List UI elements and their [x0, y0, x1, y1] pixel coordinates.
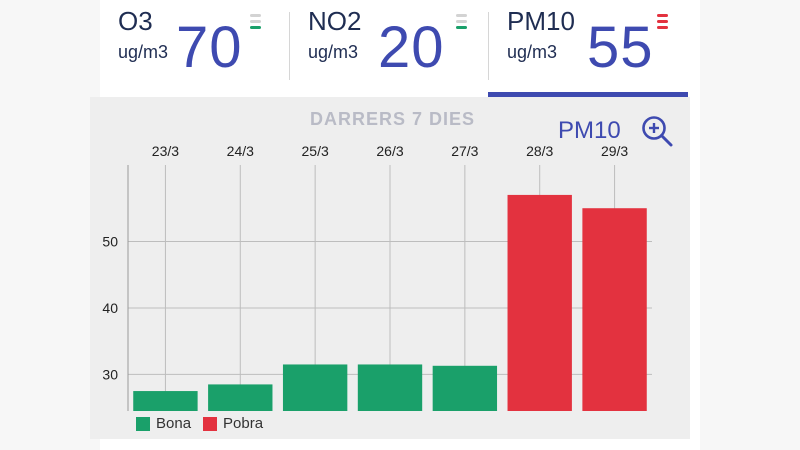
indicator-bar: [657, 26, 668, 29]
x-tick-label: 25/3: [302, 143, 329, 159]
x-tick-label: 24/3: [227, 143, 254, 159]
indicator-bar: [657, 20, 668, 23]
card-value: 55: [587, 15, 654, 80]
card-divider: [488, 12, 489, 80]
chart-bar: [357, 364, 423, 411]
card-no2[interactable]: NO2 ug/m3 20: [290, 0, 488, 92]
active-tab-indicator: [488, 92, 688, 97]
quality-indicator-icon: [456, 14, 467, 32]
card-name: PM10: [507, 6, 575, 36]
chart-pollutant-label: PM10: [558, 117, 621, 144]
card-unit: ug/m3: [507, 42, 558, 62]
x-tick-label: 23/3: [152, 143, 179, 159]
x-tick-label: 27/3: [451, 143, 478, 159]
card-name: NO2: [308, 6, 362, 36]
indicator-bar: [250, 26, 261, 29]
chart-bar: [432, 365, 498, 411]
x-tick-label: 26/3: [376, 143, 403, 159]
indicator-bar: [456, 26, 467, 29]
chart-bar: [208, 384, 273, 411]
bar-chart: 30 40 50 23/3 24/3 25/3 26/3 27/3 28/3 29/3: [102, 143, 652, 411]
chart-title: DARRERS 7 DIES: [310, 109, 476, 129]
chart-bar: [507, 194, 572, 411]
chart-bar: [133, 391, 198, 411]
legend-swatch: [136, 416, 150, 431]
card-divider: [289, 12, 290, 80]
card-value: 20: [378, 15, 445, 80]
card-value: 70: [176, 15, 243, 80]
card-name: O3: [118, 6, 153, 36]
indicator-bar: [657, 14, 668, 17]
card-unit: ug/m3: [118, 42, 169, 62]
legend-swatch: [203, 416, 218, 431]
legend-label: Bona: [156, 415, 192, 432]
y-tick-label: 40: [102, 300, 118, 316]
legend-item-good: Bona: [136, 415, 191, 432]
legend-label: Pobra: [223, 415, 264, 432]
x-tick-label: 28/3: [526, 143, 553, 159]
y-tick-label: 50: [102, 233, 118, 249]
card-pm10[interactable]: PM10 ug/m3 55: [489, 0, 689, 92]
x-tick-label: 29/3: [601, 143, 628, 159]
card-o3[interactable]: O3 ug/m3 70: [100, 0, 288, 92]
legend-item-bad: Pobra: [203, 415, 263, 432]
card-unit: ug/m3: [308, 42, 359, 62]
quality-indicator-icon: [250, 14, 261, 32]
zoom-in-icon[interactable]: [640, 114, 674, 148]
quality-indicator-icon: [657, 14, 668, 32]
chart-bar: [582, 208, 647, 411]
chart-panel: DARRERS 7 DIES PM10 30 40 50 23/3 24/3 25/3 26…: [90, 97, 690, 439]
chart-legend: Bona Pobra: [136, 415, 275, 432]
chart-bar: [282, 364, 348, 411]
y-tick-label: 30: [102, 366, 118, 382]
